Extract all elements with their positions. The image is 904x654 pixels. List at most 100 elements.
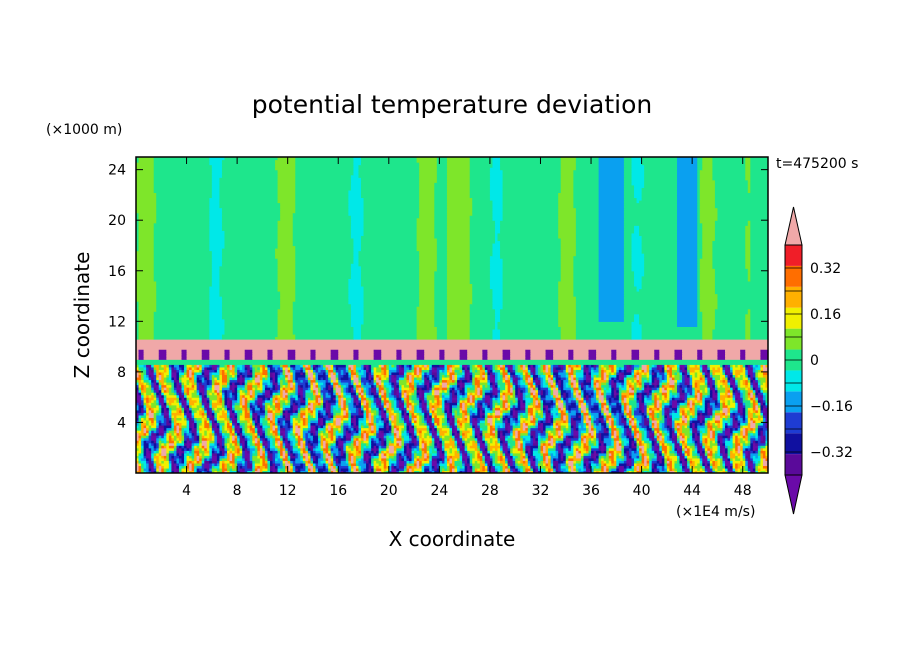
heatmap-cell: [136, 435, 140, 439]
heatmap-cell: [621, 435, 628, 439]
heatmap-cell: [173, 414, 178, 418]
heatmap-cell: [714, 412, 724, 416]
heatmap-cell: [305, 414, 309, 418]
heatmap-cell: [588, 430, 595, 434]
heatmap-cell: [452, 455, 461, 459]
heatmap-cell: [373, 465, 377, 469]
heatmap-cell: [626, 467, 633, 472]
heatmap-cell: [628, 422, 633, 426]
heatmap-cell: [752, 455, 756, 459]
heatmap-cell: [676, 455, 681, 459]
heatmap-cell: [745, 455, 751, 459]
heatmap-cell: [580, 442, 585, 446]
heatmap-cell: [487, 467, 491, 472]
heatmap-cell: [254, 409, 261, 413]
heatmap-cell: [247, 457, 251, 461]
heatmap-cell: [641, 460, 645, 464]
heatmap-cell: [254, 414, 258, 418]
heatmap-cell: [168, 465, 172, 469]
heatmap-cell: [760, 450, 767, 454]
heatmap-cell: [376, 450, 380, 454]
heatmap-cell: [522, 412, 526, 416]
heatmap-cell: [484, 432, 491, 436]
heatmap-cell: [532, 412, 537, 416]
heatmap-cell: [391, 424, 395, 429]
heatmap-cell: [429, 470, 433, 473]
heatmap-cell: [201, 437, 208, 441]
heatmap-cell: [517, 432, 521, 436]
heatmap-cell: [444, 465, 448, 469]
heatmap-cell: [214, 462, 218, 467]
heatmap-cell: [585, 450, 590, 454]
heatmap-cell: [575, 465, 585, 469]
heatmap-cell: [345, 447, 352, 451]
heatmap-cell: [522, 457, 526, 461]
heatmap-cell: [452, 462, 456, 467]
heatmap-cell: [674, 417, 681, 421]
heatmap-cell: [737, 422, 741, 426]
heatmap-cell: [598, 442, 602, 446]
heatmap-cell: [666, 440, 673, 444]
heatmap-cell: [735, 467, 739, 472]
heatmap-cell: [682, 467, 686, 472]
heatmap-cell: [328, 422, 332, 426]
heatmap-cell: [386, 452, 390, 456]
heatmap-cell: [257, 455, 261, 459]
heatmap-cell: [565, 450, 574, 454]
heatmap-cell: [472, 465, 476, 469]
heatmap-cell: [618, 460, 625, 464]
heatmap-cell: [631, 460, 635, 464]
heatmap-cell: [229, 432, 233, 436]
heatmap-cell: [153, 417, 157, 421]
heatmap-cell: [353, 470, 360, 473]
heatmap-cell: [588, 427, 592, 431]
heatmap-cell: [674, 470, 678, 473]
heatmap-cell: [295, 465, 304, 469]
heatmap-cell: [335, 424, 342, 429]
heatmap-cell: [141, 462, 145, 467]
heatmap-cell: [409, 460, 413, 464]
heatmap-cell: [196, 427, 200, 431]
heatmap-cell: [168, 440, 175, 444]
heatmap-cell: [687, 455, 693, 459]
heatmap-cell: [634, 414, 643, 418]
heatmap-cell: [474, 447, 478, 451]
heatmap-cell: [416, 412, 420, 416]
heatmap-cell: [424, 442, 428, 446]
heatmap-cell: [419, 457, 425, 461]
heatmap-cell: [565, 457, 569, 461]
heatmap-cell: [454, 435, 461, 439]
heatmap-cell: [239, 432, 243, 436]
heatmap-cell: [333, 455, 337, 459]
heatmap-cell: [191, 452, 195, 456]
heatmap-cell: [626, 435, 630, 439]
heatmap-cell: [644, 465, 648, 469]
heatmap-cell: [722, 460, 726, 464]
heatmap-cell: [259, 455, 266, 459]
heatmap-cell: [656, 432, 660, 436]
heatmap-cell: [704, 465, 711, 469]
heatmap-cell: [358, 427, 362, 431]
heatmap-cell: [315, 462, 319, 467]
heatmap-cell: [171, 470, 175, 473]
heatmap-cell: [383, 437, 387, 441]
heatmap-cell: [737, 465, 741, 469]
heatmap-cell: [214, 440, 218, 444]
heatmap-cell: [429, 422, 433, 426]
heatmap-cell: [156, 442, 160, 446]
heatmap-cell: [269, 460, 274, 464]
heatmap-cell: [194, 419, 198, 424]
heatmap-cell: [360, 467, 365, 472]
heatmap-cell: [591, 462, 597, 467]
heatmap-cell: [649, 442, 653, 446]
heatmap-cell: [244, 430, 248, 434]
heatmap-cell: [654, 417, 658, 421]
heatmap-cell: [297, 450, 301, 454]
heatmap-cell: [692, 455, 698, 459]
heatmap-cell: [671, 430, 676, 434]
heatmap-cell: [507, 419, 511, 424]
heatmap-cell: [305, 445, 309, 449]
heatmap-cell: [760, 452, 764, 456]
heatmap-cell: [588, 417, 592, 421]
heatmap-cell: [325, 457, 329, 461]
